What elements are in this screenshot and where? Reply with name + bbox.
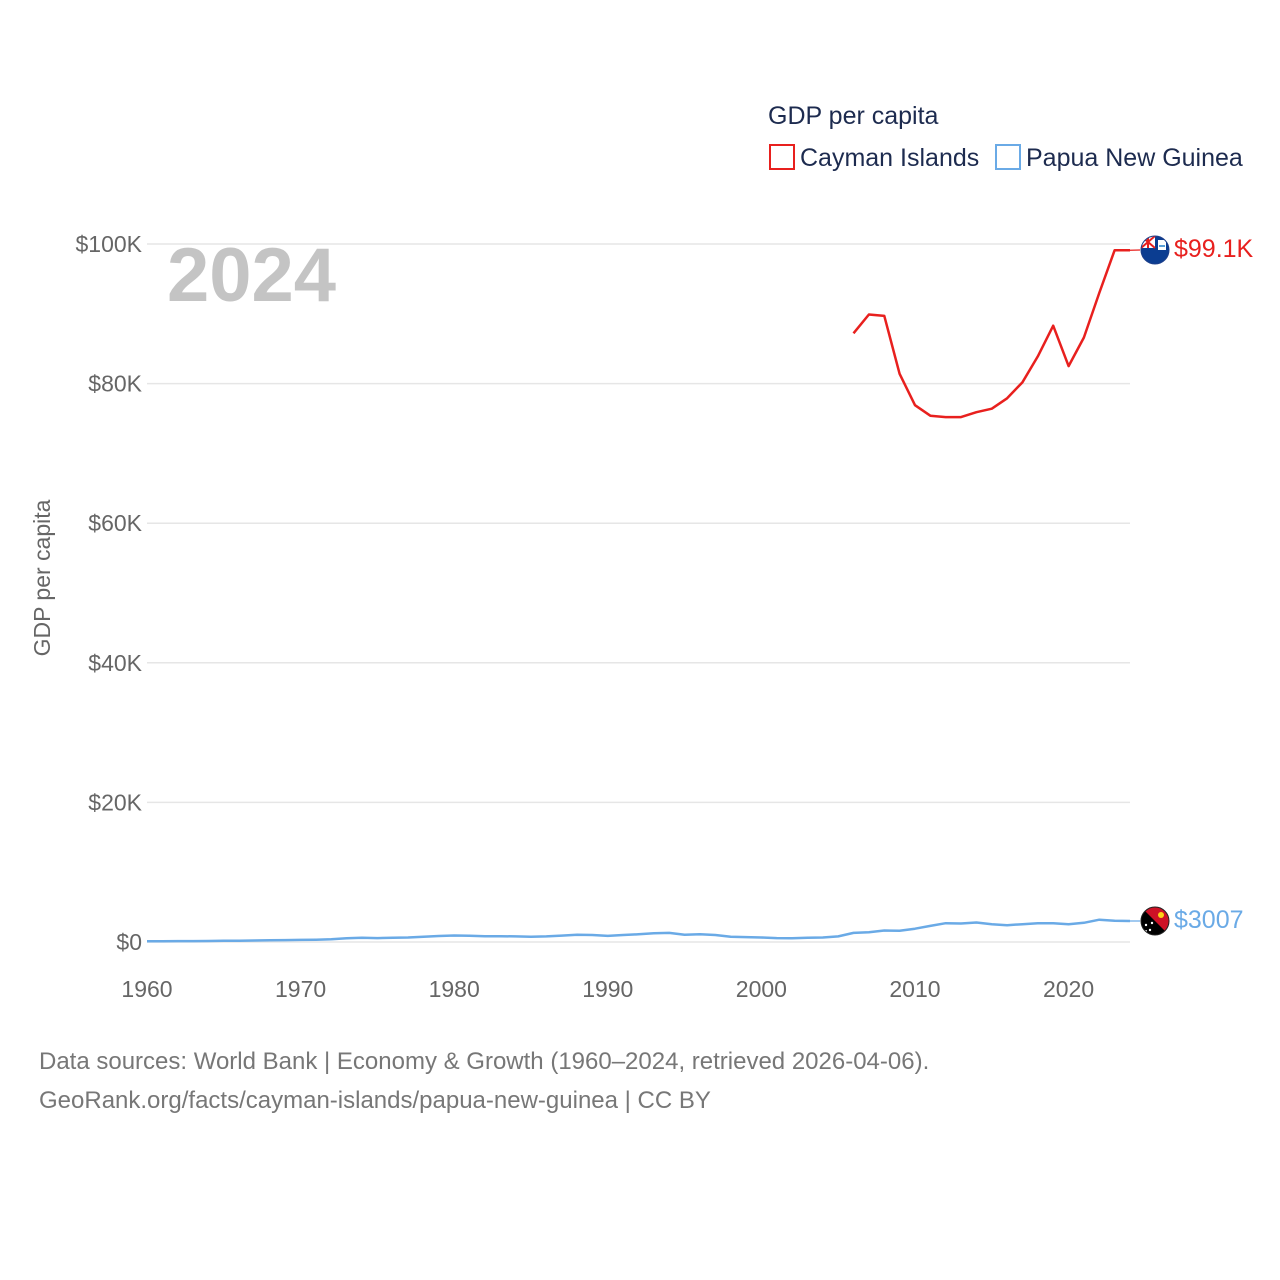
series-line-papua-new-guinea (147, 918, 1131, 943)
x-tick-label: 1980 (429, 976, 480, 1002)
x-tick-label: 2000 (736, 976, 787, 1002)
x-axis-ticks: 1960 1970 1980 1990 2000 2010 2020 (121, 976, 1094, 1002)
attribution-text: GeoRank.org/facts/cayman-islands/papua-n… (39, 1087, 711, 1114)
gridlines (147, 243, 1130, 943)
papua-new-guinea-flag-border (1140, 906, 1170, 936)
legend-title: GDP per capita (768, 102, 939, 130)
x-tick-label: 2020 (1043, 976, 1094, 1002)
series-line-cayman-islands (852, 249, 1130, 419)
gdp-per-capita-chart: $0 $20K $40K $60K $80K $100K 1960 1970 1980 1990… (29, 102, 1254, 1002)
series-end-markers (1129, 249, 1141, 922)
legend-item-papua-new-guinea[interactable]: Papua New Guinea (995, 144, 1243, 172)
legend-swatch-papua-new-guinea (995, 144, 1021, 170)
x-tick-label: 1990 (582, 976, 633, 1002)
y-tick-label: $40K (88, 650, 142, 676)
y-tick-label: $60K (88, 510, 142, 536)
year-label: 2024 (167, 233, 336, 318)
y-tick-label: $0 (116, 929, 142, 955)
x-tick-label: 1970 (275, 976, 326, 1002)
legend-label-papua-new-guinea: Papua New Guinea (1026, 144, 1243, 172)
y-axis-title: GDP per capita (29, 499, 55, 656)
y-tick-label: $20K (88, 789, 142, 815)
x-tick-label: 1960 (121, 976, 172, 1002)
papua-new-guinea-flag-icon (1141, 907, 1169, 935)
end-label-papua-new-guinea: $3007 (1174, 906, 1244, 934)
cayman-islands-flag-border (1140, 235, 1170, 265)
end-label-cayman-islands: $99.1K (1174, 235, 1254, 263)
x-tick-label: 2010 (889, 976, 940, 1002)
footer: Data sources: World Bank | Economy & Gro… (39, 1042, 929, 1120)
cayman-islands-flag-icon (1141, 236, 1169, 264)
legend-label-cayman-islands: Cayman Islands (800, 144, 979, 172)
data-sources-text: Data sources: World Bank | Economy & Gro… (39, 1048, 930, 1075)
legend-swatch-cayman-islands (769, 144, 795, 170)
legend-item-cayman-islands[interactable]: Cayman Islands (769, 144, 979, 172)
y-tick-label: $100K (75, 231, 142, 257)
series-lines (147, 249, 1131, 943)
y-tick-label: $80K (88, 371, 142, 397)
y-axis-ticks: $0 $20K $40K $60K $80K $100K (75, 231, 142, 955)
